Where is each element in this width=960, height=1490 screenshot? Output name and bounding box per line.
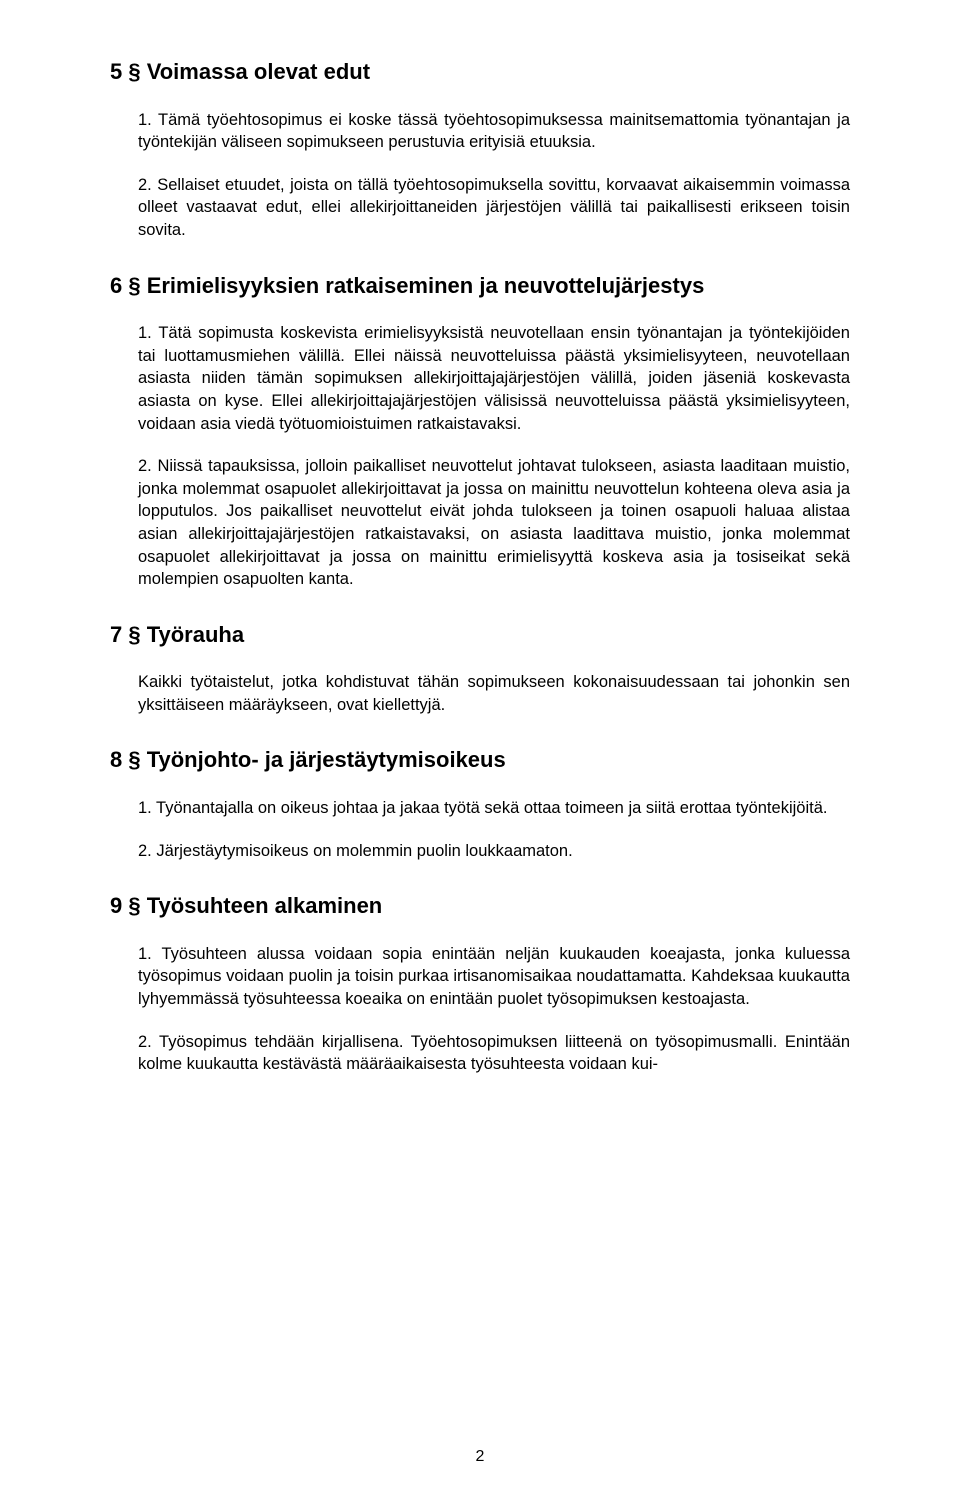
document-page: 5 § Voimassa olevat edut 1. Tämä työehto… <box>0 0 960 1490</box>
section-7-heading: 7 § Työrauha <box>110 621 850 650</box>
section-5-para-2: 2. Sellaiset etuudet, joista on tällä ty… <box>138 174 850 242</box>
section-8-heading: 8 § Työnjohto- ja järjestäytymisoikeus <box>110 746 850 775</box>
section-6-para-1: 1. Tätä sopimusta koskevista erimielisyy… <box>138 322 850 435</box>
section-5-para-1: 1. Tämä työehtosopimus ei koske tässä ty… <box>138 109 850 154</box>
section-9-para-1: 1. Työsuhteen alussa voidaan sopia enint… <box>138 943 850 1011</box>
section-5-heading: 5 § Voimassa olevat edut <box>110 58 850 87</box>
section-6-heading: 6 § Erimielisyyksien ratkaiseminen ja ne… <box>110 272 850 301</box>
section-8-para-1: 1. Työnantajalla on oikeus johtaa ja jak… <box>138 797 850 820</box>
page-number: 2 <box>0 1448 960 1466</box>
section-9-heading: 9 § Työsuhteen alkaminen <box>110 892 850 921</box>
section-8-para-2: 2. Järjestäytymisoikeus on molemmin puol… <box>138 840 850 863</box>
section-9-para-2: 2. Työsopimus tehdään kirjallisena. Työe… <box>138 1031 850 1076</box>
section-6-para-2: 2. Niissä tapauksissa, jolloin paikallis… <box>138 455 850 591</box>
section-7-para-1: Kaikki työtaistelut, jotka kohdistuvat t… <box>138 671 850 716</box>
